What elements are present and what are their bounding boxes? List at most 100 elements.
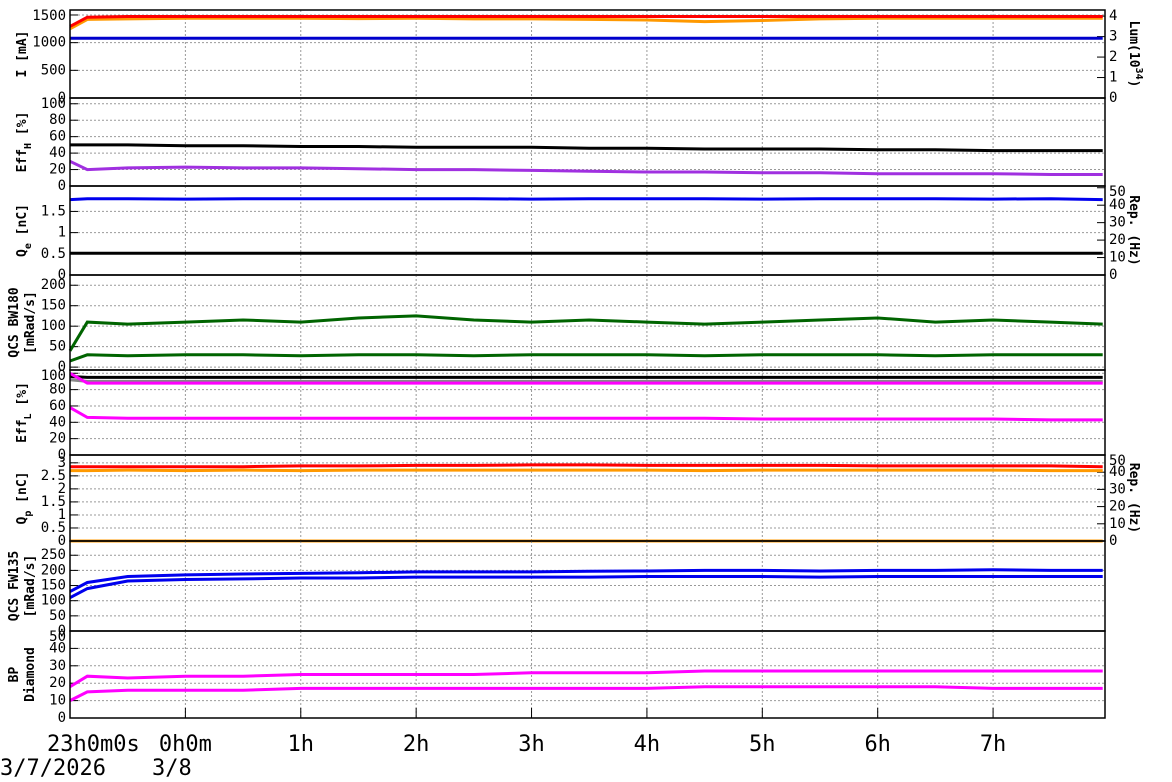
x-tick-label: 7h xyxy=(980,732,1007,757)
y2-tick-label: 10 xyxy=(1109,516,1126,532)
y-tick-label: 50 xyxy=(49,629,66,645)
axis-label-part: Eff xyxy=(15,419,30,442)
y-tick-label: 100 xyxy=(41,368,66,384)
axis-label: EffH [%] xyxy=(15,112,34,173)
x-tick-label: 0h0m xyxy=(159,732,212,757)
axis-label-part: [%] xyxy=(15,112,30,143)
y-tick-label: 2 xyxy=(58,481,66,497)
y2-tick-label: 10 xyxy=(1109,250,1126,266)
axis-label-part: L xyxy=(23,413,34,419)
axis-label-part: [nC] xyxy=(15,204,30,243)
y2-tick-label: 2 xyxy=(1109,49,1117,65)
y-tick-label: 0 xyxy=(58,623,66,639)
axis-label-part: Lum(10 xyxy=(1127,21,1142,68)
y-tick-label: 0 xyxy=(58,90,66,106)
axis-label-part: Q xyxy=(15,249,30,257)
y-tick-label: 150 xyxy=(41,578,66,594)
axis-label: [mRad/s] xyxy=(23,555,38,618)
series-line xyxy=(69,15,1103,28)
y-tick-label: 0 xyxy=(58,533,66,549)
axis-label: Qp [nC] xyxy=(15,472,34,525)
y-tick-label: 40 xyxy=(49,145,66,161)
axis-label-part: e xyxy=(23,243,34,249)
axis-label-part: ) xyxy=(1127,80,1142,88)
y-tick-label: 1500 xyxy=(32,8,66,24)
y-tick-label: 20 xyxy=(49,675,66,691)
x-tick-label: 5h xyxy=(749,732,776,757)
x-tick-label: 1h xyxy=(288,732,315,757)
date-label: 3/7/2026 xyxy=(0,756,106,781)
y2-tick-label: 20 xyxy=(1109,232,1126,248)
y-tick-label: 60 xyxy=(49,129,66,145)
y-tick-label: 0 xyxy=(58,359,66,375)
y-tick-label: 10 xyxy=(49,693,66,709)
y-tick-label: 1.5 xyxy=(41,203,66,219)
axis-label-part: Rep. (Hz) xyxy=(1127,195,1142,265)
axis-label-part: p xyxy=(23,511,34,517)
series-line xyxy=(70,468,1103,473)
axis-label-part: H xyxy=(23,143,34,149)
y-tick-label: 30 xyxy=(49,658,66,674)
y-tick-label: 100 xyxy=(41,96,66,112)
y-tick-label: 150 xyxy=(41,298,66,314)
y-tick-label: 3 xyxy=(58,455,66,471)
axis-label-part: QCS FW135 xyxy=(7,551,22,621)
series-line xyxy=(70,143,1103,153)
y-tick-label: 40 xyxy=(49,414,66,430)
y-tick-label: 250 xyxy=(41,547,66,563)
y-tick-label: 2.5 xyxy=(41,468,66,484)
y-tick-label: 1.5 xyxy=(41,494,66,510)
series-line xyxy=(69,685,1103,702)
axis-label: Rep. (Hz) xyxy=(1127,463,1142,533)
series-line xyxy=(69,371,1103,385)
y-tick-label: 0.5 xyxy=(41,246,66,262)
y2-tick-label: 40 xyxy=(1109,197,1126,213)
y-tick-label: 0 xyxy=(58,267,66,283)
series-line xyxy=(70,463,1103,469)
y-tick-label: 1000 xyxy=(32,35,66,51)
axis-label-part: QCS BW180 xyxy=(7,287,22,358)
y2-tick-label: 30 xyxy=(1109,481,1126,497)
axis-label-part: [mRad/s] xyxy=(23,291,38,354)
x-tick-label: 23h0m0s xyxy=(47,732,140,757)
y2-tick-label: 0 xyxy=(1109,267,1117,283)
y-tick-label: 0 xyxy=(58,710,66,726)
x-tick-label: 3h xyxy=(518,732,545,757)
axis-label: EffL [%] xyxy=(15,382,34,443)
y-tick-label: 100 xyxy=(41,318,66,334)
axis-label: Qe [nC] xyxy=(15,204,34,257)
axis-label: [mRad/s] xyxy=(23,291,38,354)
y-tick-label: 200 xyxy=(41,277,66,293)
y-tick-label: 20 xyxy=(49,431,66,447)
axis-label-part: Diamond xyxy=(23,647,38,702)
x-tick-label: 2h xyxy=(403,732,430,757)
series-line xyxy=(69,353,1103,363)
axis-label: Lum(1034) xyxy=(1127,21,1145,88)
y-tick-label: 50 xyxy=(49,339,66,355)
axis-label: Rep. (Hz) xyxy=(1127,195,1142,265)
y-tick-label: 1 xyxy=(58,225,66,241)
y2-tick-label: 20 xyxy=(1109,499,1126,515)
axis-label: I [mA] xyxy=(15,31,30,78)
y-tick-label: 1 xyxy=(58,507,66,523)
axis-label-part: BP xyxy=(7,667,22,683)
y2-tick-label: 0 xyxy=(1109,90,1117,106)
axis-label-part: [nC] xyxy=(15,472,30,511)
series-line xyxy=(69,669,1103,688)
series-line xyxy=(69,378,1103,383)
y-tick-label: 0.5 xyxy=(41,520,66,536)
y2-tick-label: 4 xyxy=(1109,8,1117,24)
y-tick-label: 200 xyxy=(41,562,66,578)
y-tick-label: 0 xyxy=(58,178,66,194)
y-tick-label: 40 xyxy=(49,640,66,656)
series-line xyxy=(68,314,1103,352)
y-tick-label: 50 xyxy=(49,608,66,624)
y-tick-label: 0 xyxy=(58,447,66,463)
axis-label-part: [mRad/s] xyxy=(23,555,38,618)
x-tick-label: 6h xyxy=(864,732,891,757)
y2-tick-label: 50 xyxy=(1109,453,1126,469)
y-tick-label: 60 xyxy=(49,398,66,414)
axis-label: BP xyxy=(7,667,22,683)
